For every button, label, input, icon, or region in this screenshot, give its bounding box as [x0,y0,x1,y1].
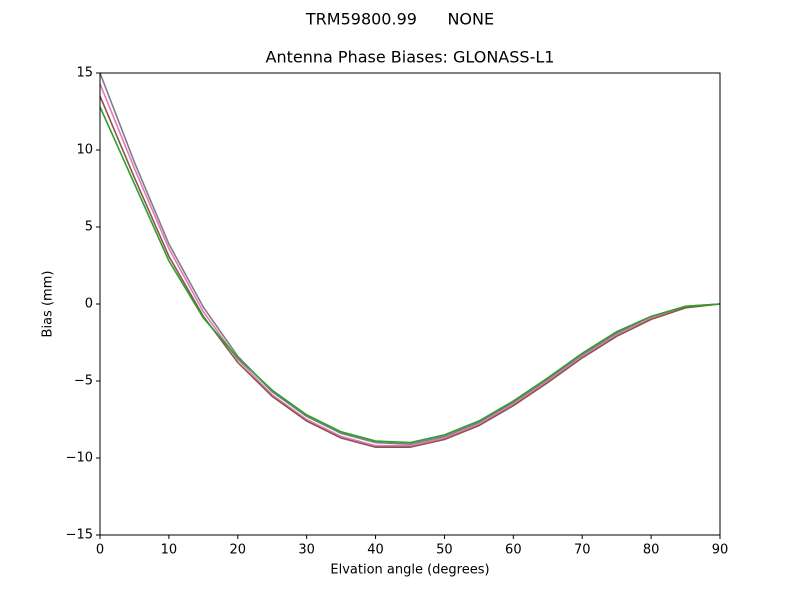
x-tick-label: 70 [574,543,591,558]
x-tick-label: 20 [230,543,247,558]
x-tick-label: 0 [96,543,104,558]
x-tick-label: 90 [712,543,729,558]
x-tick-label: 10 [161,543,178,558]
y-tick-label: 10 [76,143,93,158]
y-tick-label: 5 [85,220,93,235]
suptitle: TRM59800.99 NONE [305,10,494,29]
x-tick-label: 60 [505,543,522,558]
chart-title: Antenna Phase Biases: GLONASS-L1 [266,48,555,67]
series-line [99,72,721,445]
x-tick-label: 80 [643,543,660,558]
y-axis-label: Bias (mm) [41,271,56,338]
x-tick-label: 50 [436,543,453,558]
y-tick-label: 0 [85,297,93,312]
y-tick-label: −10 [66,451,93,466]
series-line [99,95,721,449]
y-tick-label: −5 [74,374,93,389]
plot-frame [99,72,721,536]
series-line [99,106,721,444]
y-tick-label: 15 [76,66,93,81]
x-tick-label: 40 [367,543,384,558]
x-axis-label: Elvation angle (degrees) [330,563,489,578]
series-line [99,83,721,447]
y-tick-label: −15 [66,528,93,543]
x-tick-label: 30 [298,543,315,558]
